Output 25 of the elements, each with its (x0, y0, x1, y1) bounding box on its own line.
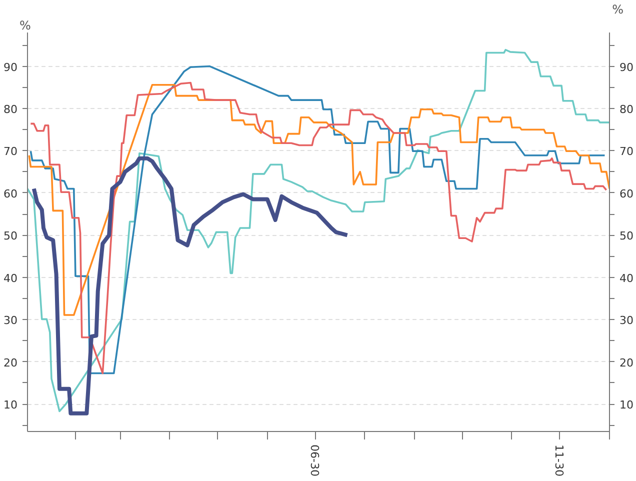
y2-tick-label: 90 (620, 60, 634, 74)
y2-tick-label: 40 (620, 272, 634, 285)
y-tick-label: 30 (4, 314, 18, 328)
y-tick-label: 20 (4, 356, 18, 370)
y2-tick-label: 80 (620, 103, 634, 116)
y-tick-label: 10 (4, 398, 18, 412)
x-tick-label: 06-30 (308, 444, 321, 476)
y-tick-label: 90 (4, 60, 18, 74)
line-series (32, 156, 350, 416)
y-tick-label: 40 (4, 272, 18, 285)
y2-tick-label: 70 (620, 145, 634, 158)
y2-tick-label: 20 (620, 356, 634, 370)
y2-tick-label: 10 (620, 398, 634, 412)
y-tick-label: 50 (4, 230, 18, 243)
y2-axis-title: % (612, 2, 624, 16)
y-axis-title: % (20, 18, 31, 32)
y2-tick-label: 50 (620, 230, 634, 243)
y2-tick-label: 30 (620, 314, 634, 328)
y-tick-label: 60 (4, 187, 18, 200)
y-tick-label: 80 (4, 103, 18, 116)
y2-tick-label: 60 (620, 187, 634, 200)
x-tick-label: 11-30 (552, 444, 566, 476)
y-tick-label: 70 (4, 145, 18, 158)
line-series (28, 48, 610, 412)
line-series (28, 84, 610, 316)
